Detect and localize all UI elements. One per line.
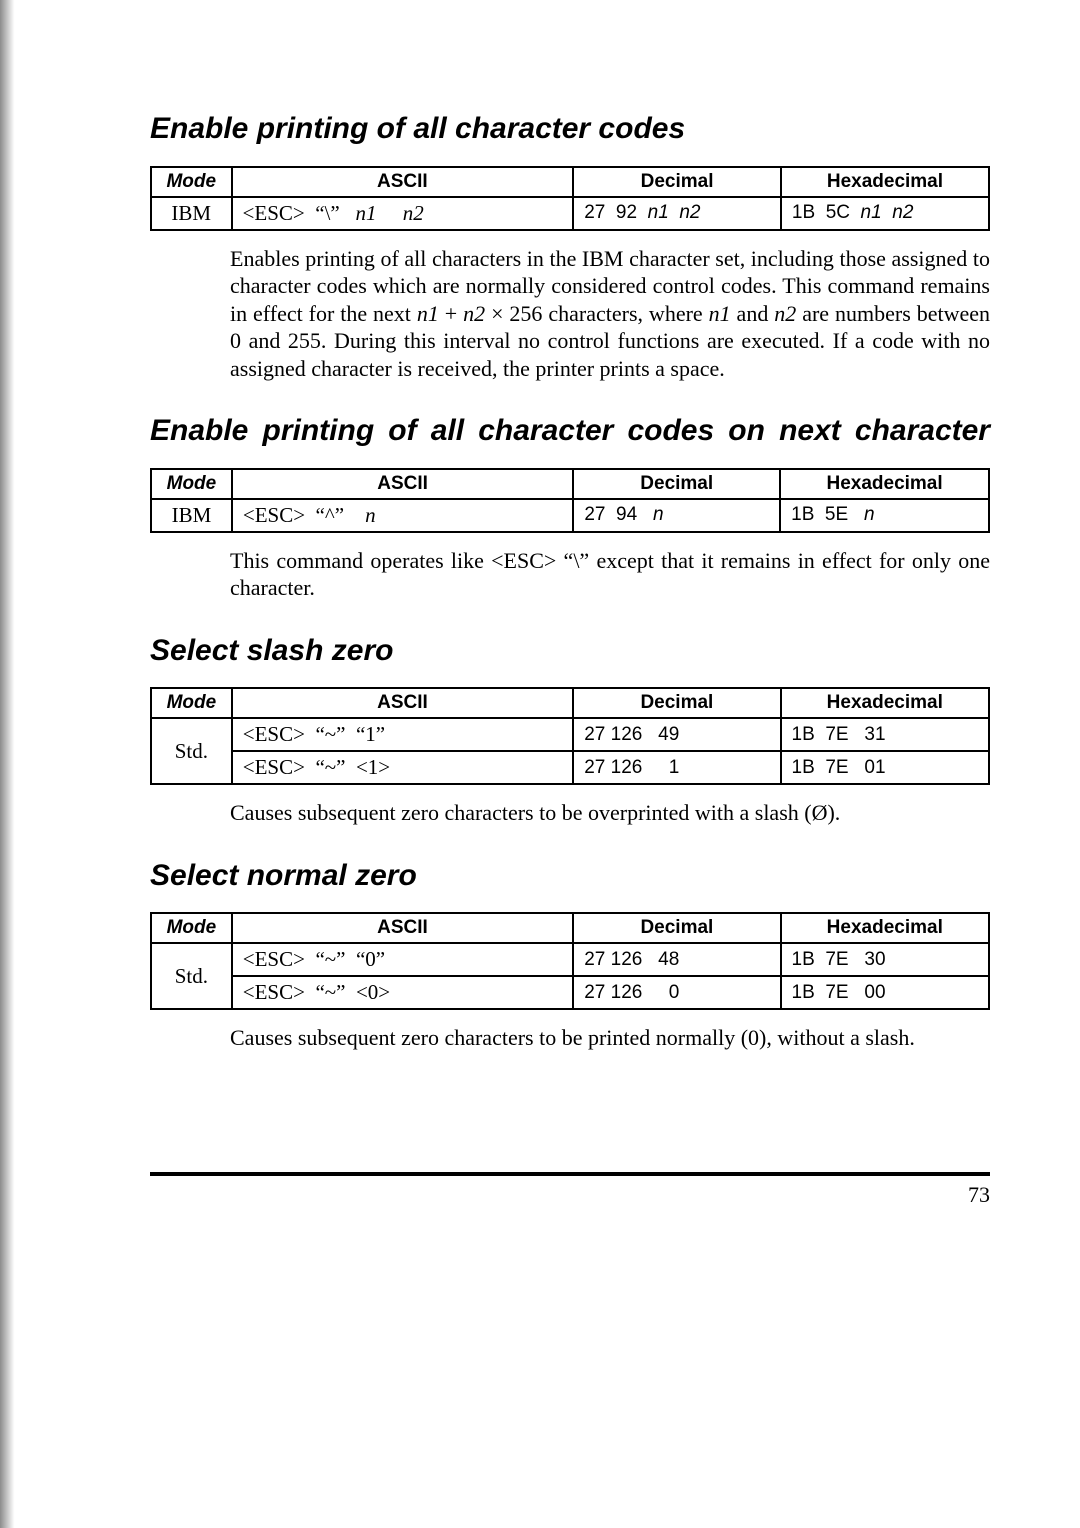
table-row: Std.<ESC> “~” “0”27 126 481B 7E 30	[151, 943, 989, 976]
col-hex: Hexadecimal	[781, 167, 989, 197]
command-table: ModeASCIIDecimalHexadecimalStd.<ESC> “~”…	[150, 912, 990, 1010]
hex-cell: 1B 7E 01	[781, 751, 989, 784]
command-table: ModeASCIIDecimalHexadecimalIBM<ESC> “\” …	[150, 166, 990, 231]
binding-shadow	[0, 0, 18, 1528]
section-body: This command operates like <ESC> “\” exc…	[230, 547, 990, 602]
hex-cell: 1B 7E 31	[781, 718, 989, 751]
mode-cell: Std.	[151, 718, 232, 784]
col-ascii: ASCII	[232, 913, 573, 943]
section-body: Causes subsequent zero characters to be …	[230, 799, 990, 827]
decimal-cell: 27 94 n	[573, 499, 780, 532]
decimal-cell: 27 126 1	[573, 751, 780, 784]
table-row: IBM<ESC> “\” n1 n227 92 n1 n21B 5C n1 n2	[151, 197, 989, 230]
col-decimal: Decimal	[573, 167, 781, 197]
col-mode: Mode	[151, 913, 232, 943]
decimal-cell: 27 126 48	[573, 943, 780, 976]
col-ascii: ASCII	[232, 167, 574, 197]
table-row: Std.<ESC> “~” “1”27 126 491B 7E 31	[151, 718, 989, 751]
col-decimal: Decimal	[573, 688, 780, 718]
sections-container: Enable printing of all character codes Mo…	[150, 110, 990, 1052]
col-hex: Hexadecimal	[781, 688, 989, 718]
section-title: Enable printing of all character codes o…	[150, 412, 990, 450]
hex-cell: 1B 5E n	[780, 499, 989, 532]
footer-rule	[150, 1172, 990, 1176]
col-hex: Hexadecimal	[781, 913, 989, 943]
decimal-cell: 27 126 0	[573, 976, 780, 1009]
col-ascii: ASCII	[232, 688, 573, 718]
col-mode: Mode	[151, 688, 232, 718]
command-table: ModeASCIIDecimalHexadecimalIBM<ESC> “^” …	[150, 468, 990, 533]
ascii-cell: <ESC> “~” “0”	[232, 943, 573, 976]
ascii-cell: <ESC> “^” n	[232, 499, 573, 532]
hex-cell: 1B 5C n1 n2	[781, 197, 989, 230]
col-mode: Mode	[151, 167, 232, 197]
section-title: Select normal zero	[150, 857, 990, 895]
hex-cell: 1B 7E 00	[781, 976, 989, 1009]
mode-cell: Std.	[151, 943, 232, 1009]
col-hex: Hexadecimal	[780, 469, 989, 499]
ascii-cell: <ESC> “~” <0>	[232, 976, 573, 1009]
page-number: 73	[150, 1182, 990, 1208]
command-table: ModeASCIIDecimalHexadecimalStd.<ESC> “~”…	[150, 687, 990, 785]
decimal-cell: 27 92 n1 n2	[573, 197, 781, 230]
ascii-cell: <ESC> “~” “1”	[232, 718, 573, 751]
mode-cell: IBM	[151, 499, 232, 532]
table-row: <ESC> “~” <0>27 126 01B 7E 00	[151, 976, 989, 1009]
mode-cell: IBM	[151, 197, 232, 230]
table-row: <ESC> “~” <1>27 126 11B 7E 01	[151, 751, 989, 784]
section-title: Select slash zero	[150, 632, 990, 670]
page: Enable printing of all character codes Mo…	[0, 0, 1080, 1528]
hex-cell: 1B 7E 30	[781, 943, 989, 976]
section-title: Enable printing of all character codes	[150, 110, 990, 148]
ascii-cell: <ESC> “~” <1>	[232, 751, 573, 784]
section-body: Enables printing of all characters in th…	[230, 245, 990, 383]
col-ascii: ASCII	[232, 469, 573, 499]
ascii-cell: <ESC> “\” n1 n2	[232, 197, 574, 230]
col-decimal: Decimal	[573, 913, 780, 943]
table-row: IBM<ESC> “^” n27 94 n1B 5E n	[151, 499, 989, 532]
col-decimal: Decimal	[573, 469, 780, 499]
section-body: Causes subsequent zero characters to be …	[230, 1024, 990, 1052]
col-mode: Mode	[151, 469, 232, 499]
decimal-cell: 27 126 49	[573, 718, 780, 751]
